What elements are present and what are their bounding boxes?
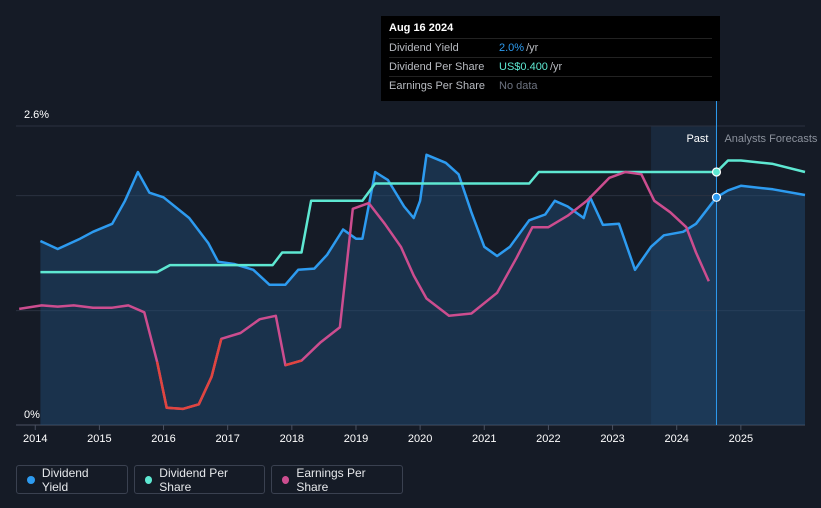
x-tick-label: 2018	[280, 433, 304, 445]
line-layer	[19, 153, 806, 411]
x-tick-label: 2020	[408, 433, 432, 445]
dividend-yield-marker	[711, 192, 722, 202]
x-tick-label: 2017	[215, 433, 239, 445]
x-tick-label: 2021	[472, 433, 496, 445]
legend-dot-icon	[145, 475, 153, 484]
legend-item-dividend-yield[interactable]: Dividend Yield	[16, 465, 128, 494]
marker-layer	[711, 167, 722, 202]
legend-dot-icon	[27, 475, 35, 484]
legend-item-dividend-per-share[interactable]: Dividend Per Share	[134, 465, 265, 494]
past-label: Past	[686, 133, 708, 145]
x-tick-label: 2024	[664, 433, 688, 445]
x-tick-label: 2014	[23, 433, 47, 445]
dividend-per-share-line	[40, 159, 806, 274]
tooltip-row-dividend-per-share: Dividend Per Share US$0.400 /yr	[389, 57, 712, 76]
x-tick-label: 2016	[151, 433, 175, 445]
legend-label: Dividend Per Share	[159, 465, 228, 494]
x-tick-label: 2019	[344, 433, 368, 445]
tooltip-row-earnings-per-share: Earnings Per Share No data	[389, 76, 712, 95]
x-tick-label: 2025	[729, 433, 753, 445]
legend-label: Earnings Per Share	[296, 465, 366, 494]
y-tick-label-top: 2.6%	[24, 109, 49, 121]
dividend-yield-line	[39, 153, 806, 286]
tooltip-value: No data	[499, 80, 538, 92]
tooltip-label: Earnings Per Share	[389, 80, 485, 92]
legend-dot-icon	[282, 475, 290, 484]
tooltip-value: 2.0%	[499, 42, 525, 54]
legend-label: Dividend Yield	[41, 465, 89, 494]
tooltip-label: Dividend Per Share	[389, 61, 485, 73]
tooltip-unit: /yr	[526, 42, 539, 54]
x-axis: 2014 2015 2016 2017 2018 2019 2020 2021 2022 2023…	[23, 425, 753, 445]
tooltip-value: US$0.400	[499, 61, 548, 73]
tooltip-label: Dividend Yield	[389, 42, 459, 54]
tooltip-unit: /yr	[549, 61, 563, 73]
y-tick-label-bottom: 0%	[24, 409, 40, 421]
earnings-per-share-line	[19, 170, 710, 411]
tooltip: Aug 16 2024 Dividend Yield 2.0% /yr Divi…	[381, 16, 720, 101]
x-tick-label: 2015	[87, 433, 111, 445]
x-tick-label: 2022	[536, 433, 560, 445]
earnings-per-share-loss-segment	[155, 338, 223, 411]
x-tick-label: 2023	[600, 433, 624, 445]
tooltip-row-dividend-yield: Dividend Yield 2.0% /yr	[389, 38, 712, 57]
tooltip-date: Aug 16 2024	[389, 22, 454, 34]
dividend-per-share-marker	[711, 167, 722, 177]
legend-item-earnings-per-share[interactable]: Earnings Per Share	[271, 465, 403, 494]
earnings-per-share-loss-segment	[285, 359, 302, 367]
forecast-label: Analysts Forecasts	[724, 133, 817, 145]
